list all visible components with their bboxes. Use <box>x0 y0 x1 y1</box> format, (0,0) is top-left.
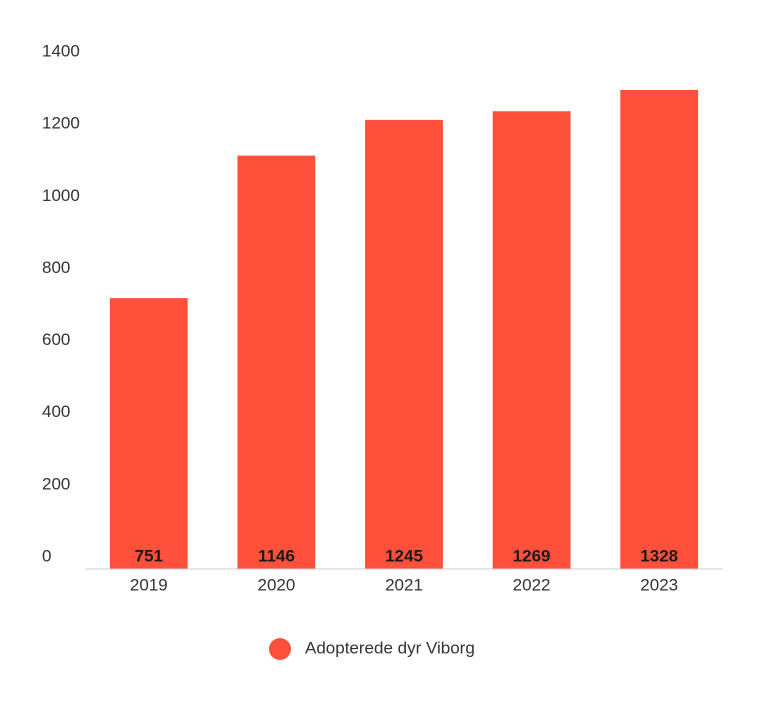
data-label: 1245 <box>385 546 423 565</box>
bar <box>109 298 188 569</box>
bar <box>365 119 443 570</box>
data-label: 751 <box>135 546 163 565</box>
y-tick-label: 800 <box>42 258 70 277</box>
x-tick-label: 2019 <box>130 575 168 594</box>
y-tick-label: 1200 <box>42 114 80 133</box>
legend-swatch <box>269 638 291 660</box>
x-tick-label: 2023 <box>640 575 678 594</box>
bar <box>237 155 316 569</box>
x-tick-label: 2020 <box>257 575 295 594</box>
y-tick-label: 0 <box>42 546 51 565</box>
y-tick-label: 400 <box>42 402 70 421</box>
legend-label: Adopterede dyr Viborg <box>305 638 475 657</box>
data-label: 1269 <box>513 546 551 565</box>
bar <box>492 111 571 569</box>
y-tick-label: 1400 <box>42 41 80 60</box>
y-tick-label: 600 <box>42 330 70 349</box>
y-tick-label: 1000 <box>42 186 80 205</box>
y-tick-label: 200 <box>42 474 70 493</box>
bar <box>620 89 699 569</box>
x-tick-label: 2021 <box>385 575 423 594</box>
data-label: 1328 <box>640 546 678 565</box>
data-label: 1146 <box>258 546 295 565</box>
x-tick-label: 2022 <box>513 575 551 594</box>
